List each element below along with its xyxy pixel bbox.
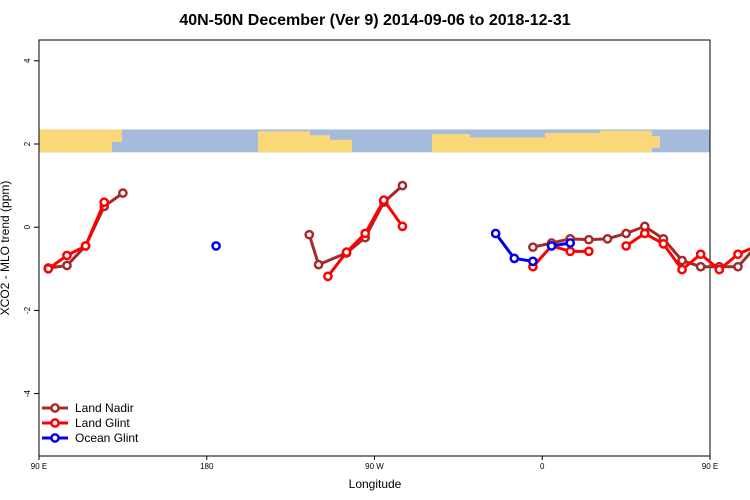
y-tick-label: -2 [23,306,32,314]
map-land [310,135,330,153]
data-point-land-glint [62,250,72,261]
data-point-ocean-glint [565,238,576,248]
legend-label-ocean-glint: Ocean Glint [75,431,139,445]
y-tick-label: 2 [23,141,32,146]
data-point-land-glint [621,241,631,251]
data-point-land-nadir [733,261,743,272]
data-point-land-glint [583,246,594,257]
x-tick-label: 90 E [702,462,718,471]
data-point-land-glint [341,247,352,258]
data-point-land-glint [99,197,110,208]
series-line-land-nadir [307,184,404,267]
data-point-land-glint [639,228,650,239]
x-tick-label: 180 [200,462,214,471]
data-point-ocean-glint [509,253,520,264]
map-land [600,130,652,153]
x-tick-label: 90 W [365,462,384,471]
data-point-land-glint [360,228,371,239]
data-point-land-nadir [583,234,594,245]
y-axis-label: XCO2 - MLO trend (ppm) [0,181,12,316]
y-tick-label: 0 [23,224,32,229]
x-tick-label: 0 [540,462,545,471]
data-point-land-glint [378,195,389,206]
map-land [330,139,352,153]
data-point-ocean-glint [528,256,538,267]
series-line-land-nadir [48,191,124,270]
data-point-ocean-glint [211,241,221,251]
data-point-land-glint [323,271,333,282]
series-land-nadir [43,180,750,273]
series-line-land-glint [47,201,106,271]
x-axis-label: Longitude [349,477,402,491]
data-point-land-nadir [313,259,324,270]
data-point-land-nadir [118,188,128,198]
plot-frame [38,39,711,457]
data-point-land-nadir [528,242,538,253]
map-land [39,129,112,153]
legend-marker-land-glint [50,418,60,428]
map-land [432,134,470,153]
data-point-land-glint [733,249,743,260]
data-point-land-glint [565,246,576,257]
legend-label-land-nadir: Land Nadir [75,401,134,415]
series-land-glint [43,195,750,282]
legend-label-land-glint: Land Glint [75,416,130,430]
map-land [112,129,122,143]
data-point-land-nadir [397,180,408,191]
data-point-land-glint [397,221,408,232]
legend-marker-land-nadir [50,403,60,413]
data-point-ocean-glint [490,228,501,239]
data-point-land-nadir [304,229,315,240]
series-line-land-glint [531,244,589,268]
map-land [545,132,600,153]
map-land [258,131,310,153]
data-point-land-nadir [602,233,613,244]
x-axis: 90 E 180 90 W 0 90 E [31,456,718,471]
data-point-land-nadir [677,255,687,266]
data-point-land-glint [80,241,91,251]
data-point-land-glint [677,264,687,275]
data-point-land-glint [43,263,54,274]
x-tick-label: 90 E [31,462,47,471]
chart-title: 40N-50N December (Ver 9) 2014-09-06 to 2… [179,12,570,29]
legend-marker-ocean-glint [50,433,60,443]
data-point-land-nadir [62,260,72,271]
data-point-land-glint [714,264,725,275]
data-point-land-glint [695,249,706,260]
map-land [470,137,545,153]
series-layer [43,180,750,282]
y-tick-label: -4 [23,389,32,397]
map-land [652,136,660,148]
y-axis: 4 2 0 -2 -4 [23,58,39,397]
series-ocean-glint [211,228,576,267]
data-point-land-nadir [695,261,706,272]
data-point-land-glint [658,238,669,249]
world-map-band [39,129,710,153]
data-point-land-nadir [621,228,631,239]
data-point-ocean-glint [546,241,557,251]
y-tick-label: 4 [23,58,32,63]
